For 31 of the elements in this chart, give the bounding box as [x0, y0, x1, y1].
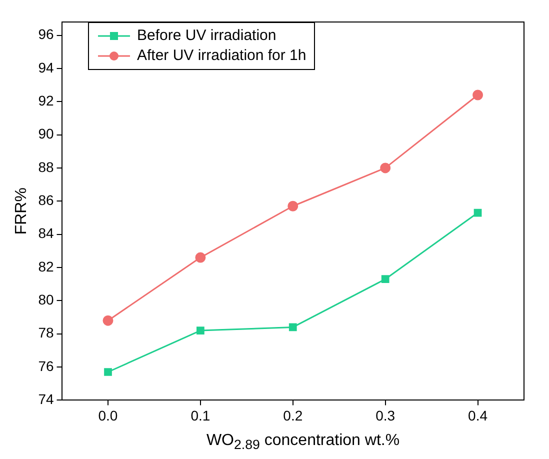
point — [380, 162, 391, 174]
y-tick-label: 92 — [38, 92, 54, 108]
x-tick-label: 0.3 — [376, 407, 396, 424]
y-tick-label: 88 — [38, 158, 54, 175]
x-tick-label: 0.1 — [190, 407, 210, 424]
point — [474, 208, 482, 217]
y-tick-label: 94 — [38, 59, 54, 76]
y-tick-label: 80 — [38, 292, 54, 308]
legend-label: Before UV irradiation — [137, 26, 276, 46]
point — [102, 315, 114, 326]
point — [288, 323, 297, 332]
point — [104, 368, 112, 376]
y-tick-label: 90 — [38, 126, 54, 142]
x-tick-label: 0.2 — [283, 407, 303, 424]
y-tick-label: 84 — [38, 225, 54, 242]
x-tick-label: 0.0 — [98, 407, 118, 424]
y-tick-label: 82 — [38, 258, 54, 274]
y-tick-label: 96 — [38, 26, 54, 42]
point — [381, 275, 390, 284]
point — [472, 90, 484, 100]
y-tick-label: 78 — [38, 324, 54, 341]
x-tick-label: 0.4 — [468, 407, 488, 424]
y-tick-label: 74 — [38, 391, 54, 408]
y-tick-label: 76 — [38, 358, 54, 374]
y-tick-label: 86 — [38, 192, 54, 208]
y-axis-title: FRR% — [13, 188, 30, 235]
point — [196, 326, 204, 334]
point — [195, 252, 206, 263]
legend-label: After UV irradiation for 1h — [137, 46, 306, 66]
x-axis-title: WO$_{2.89}$ concentration wt.% — [205, 432, 401, 452]
point — [288, 200, 298, 212]
